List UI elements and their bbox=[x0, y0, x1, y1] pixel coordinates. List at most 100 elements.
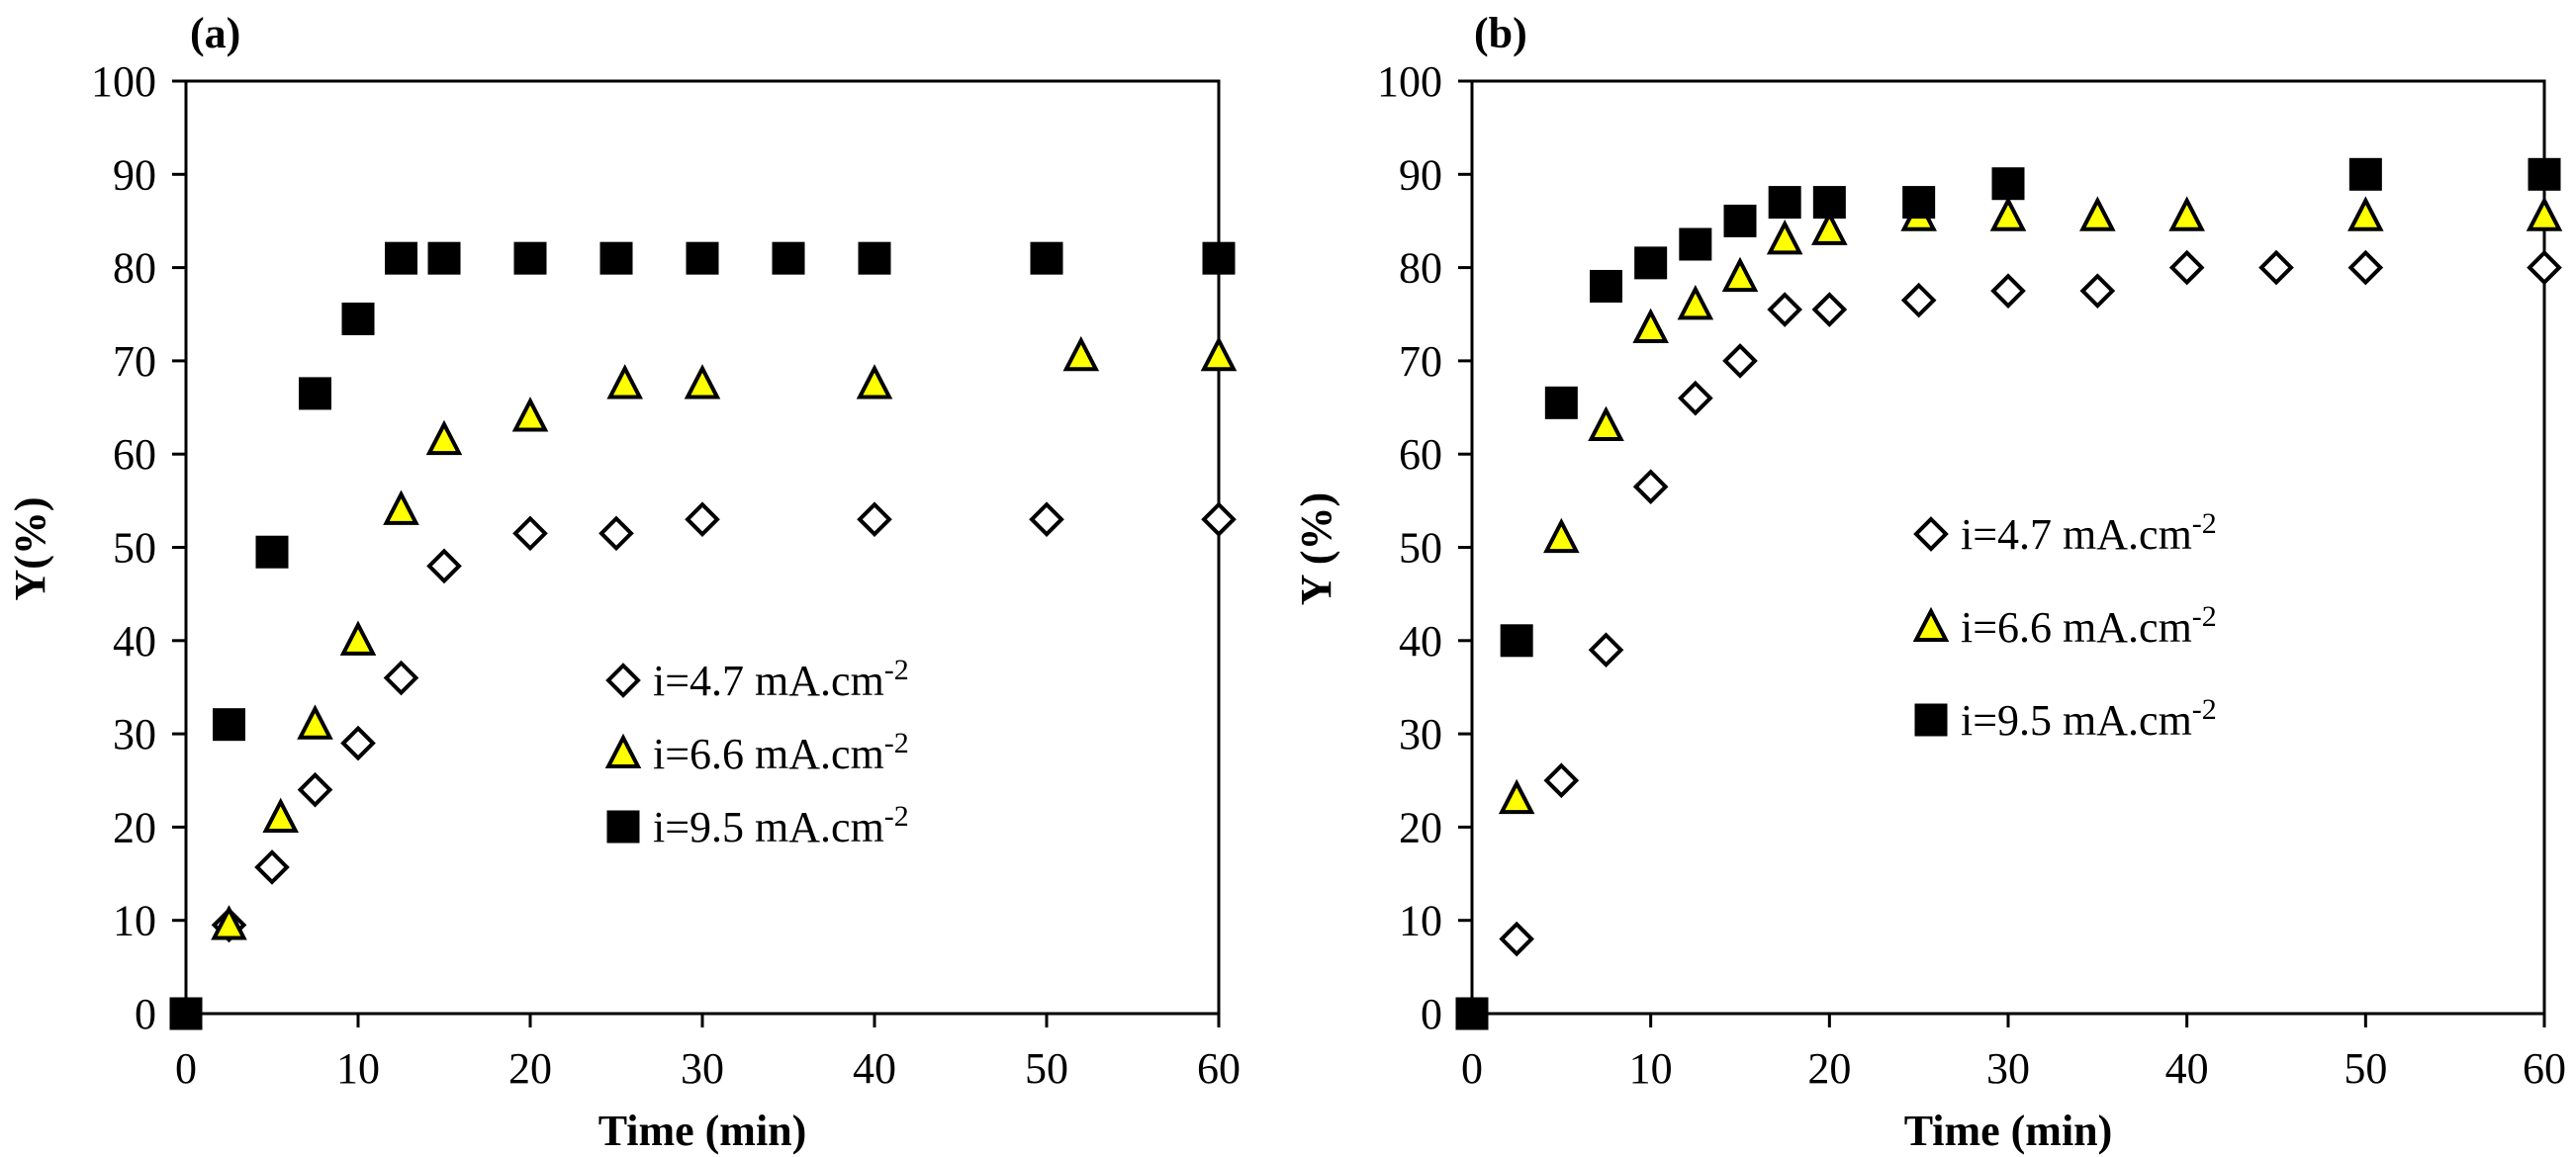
y-tick-label: 20 bbox=[1399, 803, 1442, 851]
data-point-square bbox=[1544, 386, 1578, 419]
data-point-diamond bbox=[1029, 501, 1064, 538]
y-tick-label: 90 bbox=[113, 150, 156, 199]
data-point-square bbox=[1455, 997, 1489, 1030]
y-tick-label: 70 bbox=[113, 337, 156, 386]
y-tick-label: 60 bbox=[113, 430, 156, 479]
y-tick-label: 0 bbox=[135, 990, 156, 1038]
y-tick-label: 100 bbox=[1377, 57, 1442, 106]
legend: i=4.7 mA.cm-2 i=6.6 mA.cm-2 i=9.5 mA.cm-2 bbox=[604, 654, 909, 851]
x-tick-label: 40 bbox=[2165, 1044, 2209, 1093]
data-point-square bbox=[341, 302, 375, 335]
data-point-square bbox=[858, 241, 891, 275]
x-tick-label: 50 bbox=[1025, 1044, 1068, 1093]
data-point-diamond bbox=[340, 725, 376, 761]
series-square bbox=[169, 241, 1236, 1030]
data-point-triangle bbox=[211, 905, 247, 940]
y-tick-label: 80 bbox=[1399, 244, 1442, 293]
legend-label: i=9.5 mA.cm-2 bbox=[1961, 693, 2217, 745]
data-point-diamond bbox=[1722, 343, 1758, 379]
x-tick-label: 60 bbox=[2523, 1044, 2566, 1093]
data-point-triangle bbox=[425, 419, 463, 456]
data-point-diamond bbox=[1767, 292, 1802, 327]
data-point-triangle bbox=[1811, 210, 1848, 245]
data-point-diamond bbox=[512, 515, 548, 552]
data-point-diamond bbox=[2347, 249, 2384, 286]
data-point-diamond bbox=[2079, 273, 2116, 310]
data-point-triangle bbox=[606, 364, 643, 400]
y-tick-label: 70 bbox=[1399, 337, 1442, 386]
x-tick-label: 40 bbox=[853, 1044, 896, 1093]
data-point-diamond bbox=[1632, 469, 1669, 505]
legend: i=4.7 mA.cm-2 i=6.6 mA.cm-2 i=9.5 mA.cm-2 bbox=[1912, 507, 2217, 745]
data-point-diamond bbox=[685, 501, 720, 538]
chart-panel-a: 0 10 20 30 40 50 60 70 80 90 100 0 10 20 30 40 50 60 (a) Ti… bbox=[6, 9, 1241, 1155]
data-point-triangle bbox=[511, 397, 549, 432]
data-point-diamond bbox=[598, 515, 634, 552]
data-point-triangle bbox=[1989, 196, 2027, 231]
y-tick-label: 20 bbox=[113, 803, 156, 851]
series-square bbox=[1455, 157, 2561, 1030]
x-axis-title: Time (min) bbox=[1904, 1107, 2113, 1155]
x-tick-label: 20 bbox=[1807, 1044, 1851, 1093]
data-point-triangle bbox=[383, 490, 419, 525]
y-axis-title: Y (%) bbox=[1292, 492, 1340, 605]
data-point-triangle bbox=[1766, 220, 1803, 255]
data-point-square bbox=[255, 535, 289, 569]
y-tick-label: 0 bbox=[1421, 990, 1442, 1038]
data-point-square bbox=[1768, 186, 1801, 220]
data-point-diamond bbox=[1499, 921, 1534, 957]
data-point-square bbox=[1991, 167, 2025, 201]
data-point-triangle bbox=[1588, 405, 1624, 441]
legend-marker-square bbox=[1914, 703, 1948, 737]
data-point-square bbox=[1679, 227, 1712, 261]
data-point-square bbox=[1723, 204, 1757, 237]
y-tick-label: 10 bbox=[113, 897, 156, 945]
data-point-diamond bbox=[857, 501, 892, 538]
x-tick-label: 10 bbox=[1629, 1044, 1673, 1093]
data-point-square bbox=[1202, 241, 1236, 275]
data-point-square bbox=[299, 377, 331, 410]
data-point-square bbox=[2348, 157, 2382, 191]
y-axis-title: Y(%) bbox=[6, 496, 54, 600]
legend-label: i=6.6 mA.cm-2 bbox=[653, 727, 909, 778]
x-tick-label: 20 bbox=[508, 1044, 552, 1093]
data-point-diamond bbox=[1900, 282, 1937, 318]
series-diamond bbox=[211, 501, 1237, 943]
data-point-triangle bbox=[684, 364, 721, 400]
data-point-diamond bbox=[1990, 273, 2026, 310]
x-tick-label: 30 bbox=[1986, 1044, 2030, 1093]
data-point-diamond bbox=[383, 660, 419, 696]
y-tick-label: 30 bbox=[113, 710, 156, 758]
y-tick-label: 40 bbox=[113, 617, 156, 666]
y-tick-label: 30 bbox=[1399, 710, 1442, 758]
legend-marker-triangle bbox=[604, 733, 642, 769]
y-tick-label: 80 bbox=[113, 244, 156, 293]
data-point-triangle bbox=[1632, 308, 1669, 343]
chart-panel-b: 0 10 20 30 40 50 60 70 80 90 100 0 10 20 30 40 50 60 (b) Ti… bbox=[1292, 9, 2566, 1155]
data-point-square bbox=[1030, 241, 1063, 275]
data-point-square bbox=[1812, 186, 1846, 220]
legend-label: i=4.7 mA.cm-2 bbox=[1961, 507, 2217, 559]
data-point-triangle bbox=[2168, 196, 2205, 231]
x-tick-label: 10 bbox=[336, 1044, 380, 1093]
series-triangle bbox=[211, 335, 1238, 940]
legend-marker-triangle bbox=[1912, 606, 1950, 643]
data-point-square bbox=[427, 241, 461, 275]
legend-marker-diamond bbox=[1913, 516, 1949, 552]
data-point-diamond bbox=[1811, 292, 1848, 327]
data-point-square bbox=[1902, 186, 1936, 220]
data-point-triangle bbox=[2526, 196, 2563, 231]
y-tick-label: 100 bbox=[91, 57, 156, 106]
data-point-diamond bbox=[297, 771, 333, 808]
legend-label: i=9.5 mA.cm-2 bbox=[653, 800, 909, 851]
y-tick-label: 90 bbox=[1399, 150, 1442, 199]
data-point-triangle bbox=[2347, 196, 2384, 231]
x-tick-label: 0 bbox=[1461, 1044, 1483, 1093]
data-point-square bbox=[513, 241, 547, 275]
data-point-square bbox=[772, 241, 805, 275]
plot-frame bbox=[184, 79, 1221, 1016]
y-tick-label: 60 bbox=[1399, 430, 1442, 479]
x-tick-label: 30 bbox=[681, 1044, 724, 1093]
data-point-diamond bbox=[1588, 632, 1624, 668]
data-point-square bbox=[686, 241, 719, 275]
